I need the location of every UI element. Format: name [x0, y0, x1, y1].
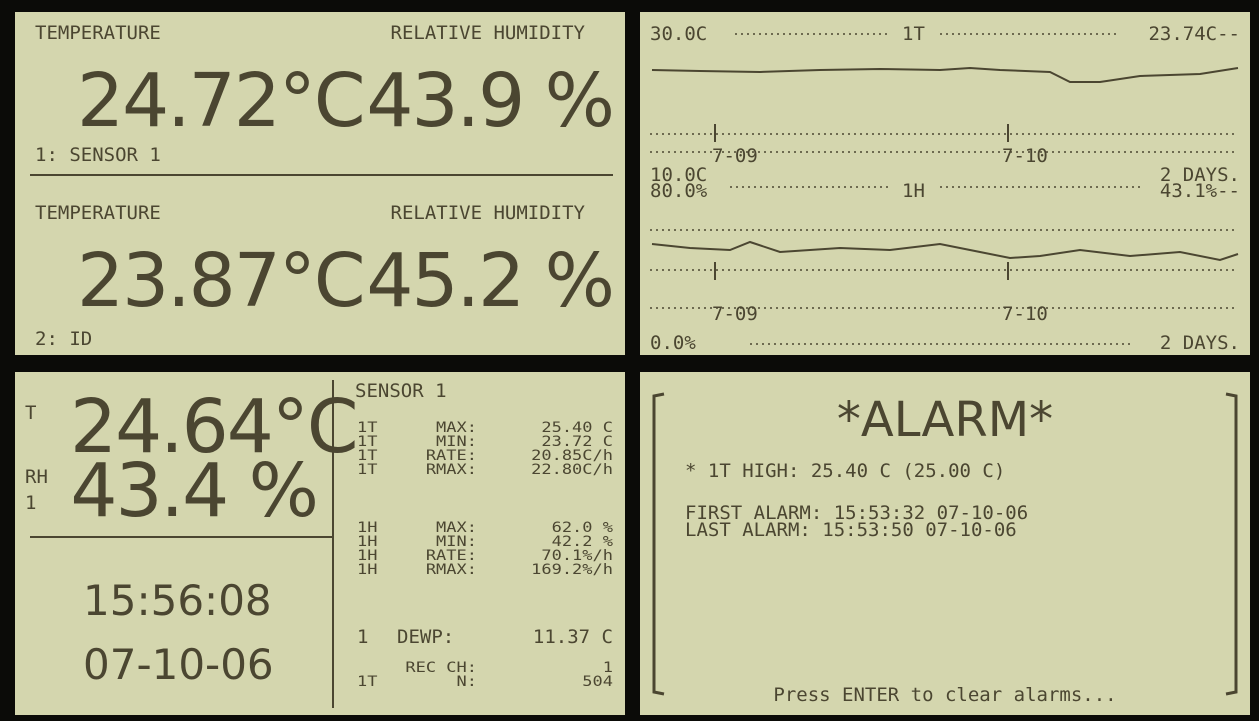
- stat-text: 1T: [357, 436, 377, 448]
- alarm-title: *ALARM*: [640, 396, 1250, 444]
- axis-top: 30.0C: [650, 25, 707, 44]
- stat-text: 42.2 %: [552, 536, 613, 548]
- stat-text: 70.1%/h: [541, 550, 613, 562]
- stat-text: MIN:: [436, 436, 477, 448]
- stat-text: N:: [457, 676, 477, 688]
- temperature: 23.87°C: [77, 244, 364, 318]
- stat-text: RATE:: [426, 550, 477, 562]
- display-alarm: *ALARM* * 1T HIGH: 25.40 C (25.00 C) FIR…: [640, 372, 1250, 715]
- display-readings: TEMPERATURE RELATIVE HUMIDITY 24.72°C 43…: [15, 12, 625, 355]
- label: TEMPERATURE: [35, 24, 161, 43]
- stat-text: RATE:: [426, 450, 477, 462]
- stat-text: 23.72 C: [541, 436, 613, 448]
- date: 7-09: [712, 147, 758, 166]
- stat-text: DEWP:: [397, 628, 454, 647]
- stat-text: 1H: [357, 550, 377, 562]
- stat-text: REC CH:: [405, 662, 477, 674]
- stat-text: 1H: [357, 564, 377, 576]
- stat-text: 1T: [357, 422, 377, 434]
- humidity: 45.2 %: [366, 244, 613, 318]
- label: T: [25, 404, 36, 423]
- current-value: 43.1%--: [1160, 182, 1240, 201]
- prompt: Press ENTER to clear alarms...: [640, 686, 1250, 705]
- stat-text: 169.2%/h: [531, 564, 613, 576]
- channel: 1H: [902, 182, 925, 201]
- date: 7-10: [1002, 147, 1048, 166]
- stat-text: 11.37 C: [533, 628, 613, 647]
- screenshot: TEMPERATURE RELATIVE HUMIDITY 24.72°C 43…: [0, 0, 1259, 721]
- label: RH: [25, 468, 48, 487]
- stat-text: 1T: [357, 450, 377, 462]
- label: RELATIVE HUMIDITY: [391, 24, 585, 43]
- stat-text: 504: [582, 676, 613, 688]
- label: RELATIVE HUMIDITY: [391, 204, 585, 223]
- sensor-name: SENSOR 1: [355, 382, 447, 401]
- display-graphs: 30.0C 1T 23.74C-- 7-09 7-10 10.0C 2 DAYS…: [640, 12, 1250, 355]
- humidity: 43.9 %: [366, 64, 613, 138]
- stat-text: 62.0 %: [552, 522, 613, 534]
- stat-text: RMAX:: [426, 564, 477, 576]
- stat-text: 1: [357, 628, 368, 647]
- stat-text: MAX:: [436, 522, 477, 534]
- time-span: 2 DAYS.: [1160, 334, 1240, 353]
- date: 07-10-06: [83, 644, 274, 686]
- stat-text: 1H: [357, 536, 377, 548]
- temperature: 24.72°C: [77, 64, 364, 138]
- stat-text: MIN:: [436, 536, 477, 548]
- current-value: 23.74C--: [1148, 25, 1240, 44]
- stat-text: 1T: [357, 464, 377, 476]
- display-summary: T 24.64°C RH 1 43.4 % 15:56:08 07-10-06 …: [15, 372, 625, 715]
- stat-text: 22.80C/h: [531, 464, 613, 476]
- stat-text: 25.40 C: [541, 422, 613, 434]
- alarm-time: LAST ALARM: 15:53:50 07-10-06: [685, 521, 1017, 540]
- date: 7-09: [712, 305, 758, 324]
- axis-top: 80.0%: [650, 182, 707, 201]
- sensor-name: 1: SENSOR 1: [35, 146, 161, 165]
- stat-text: MAX:: [436, 422, 477, 434]
- stat-text: 1T: [357, 676, 377, 688]
- axis-bottom: 0.0%: [650, 334, 696, 353]
- stat-text: 1H: [357, 522, 377, 534]
- humidity: 43.4 %: [70, 454, 317, 528]
- date: 7-10: [1002, 305, 1048, 324]
- channel: 1: [25, 494, 36, 513]
- label: TEMPERATURE: [35, 204, 161, 223]
- time: 15:56:08: [83, 580, 272, 622]
- stat-text: 20.85C/h: [531, 450, 613, 462]
- stat-text: 1: [603, 662, 613, 674]
- stat-text: RMAX:: [426, 464, 477, 476]
- alarm-detail: * 1T HIGH: 25.40 C (25.00 C): [685, 462, 1005, 481]
- channel: 1T: [902, 25, 925, 44]
- sensor-name: 2: ID: [35, 330, 92, 349]
